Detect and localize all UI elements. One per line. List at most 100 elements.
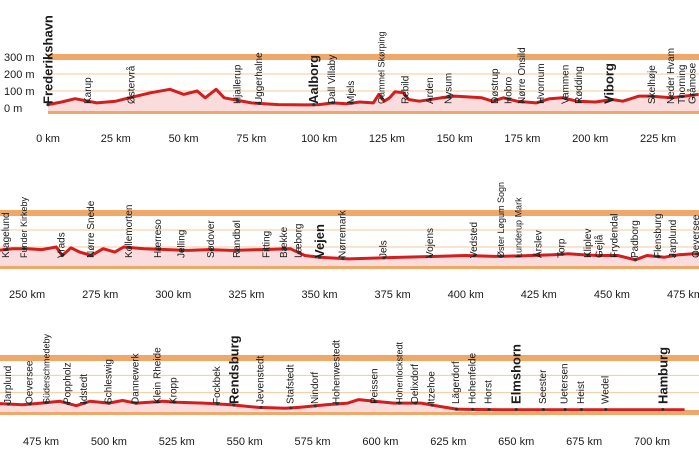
place-marker — [107, 401, 111, 405]
x-tick-label: 625 km — [430, 436, 466, 448]
place-label: Vedsted — [469, 222, 480, 258]
frame-bottom-bar — [0, 264, 699, 269]
place-marker — [259, 405, 263, 410]
x-tick-label: 225 km — [640, 133, 676, 145]
place-marker — [157, 247, 161, 251]
place-label: Nørremark — [337, 209, 348, 258]
place-marker — [430, 403, 434, 407]
place-label: Torp — [557, 238, 568, 258]
place-label: Hobro — [503, 76, 514, 104]
place-marker — [312, 103, 316, 107]
place-label: Rødding — [574, 66, 585, 104]
place-marker — [397, 401, 402, 405]
place-marker — [414, 401, 418, 405]
place-marker — [6, 402, 11, 406]
x-tick-label: 325 km — [228, 289, 264, 301]
place-label: Karup — [83, 77, 94, 104]
x-tick-label: 675 km — [566, 436, 602, 448]
x-tick-label: 0 km — [36, 133, 60, 145]
place-marker — [613, 253, 617, 258]
place-marker — [379, 96, 384, 100]
place-label: Schleswig — [103, 359, 114, 404]
place-marker — [87, 99, 91, 103]
x-tick-label: 375 km — [375, 289, 411, 301]
place-marker — [404, 94, 408, 98]
place-label: Oelixdorf — [410, 364, 421, 404]
place-marker — [577, 99, 581, 103]
place-label: Neder Hvam — [666, 48, 677, 104]
place-marker — [429, 254, 433, 259]
place-label: Vejen — [312, 224, 327, 258]
place-marker — [598, 253, 602, 258]
place-marker — [317, 255, 322, 259]
place-label: Nørre Snede — [86, 200, 97, 258]
place-marker — [60, 253, 64, 258]
place-label: Døstrup — [490, 68, 501, 104]
place-marker — [487, 407, 491, 412]
place-label: Jelling — [177, 230, 188, 258]
place-label: Fitting — [261, 231, 272, 258]
place-marker — [134, 401, 138, 405]
place-label: Hamburg — [655, 347, 670, 404]
place-label: Uggerhalne — [254, 52, 265, 104]
place-marker — [680, 94, 685, 99]
place-marker — [232, 403, 236, 407]
place-label: Viborg — [602, 63, 617, 104]
x-tick-label: 550 km — [227, 436, 263, 448]
place-label: Poppholz — [63, 362, 74, 404]
place-marker — [66, 401, 70, 406]
x-tick-label: 250 km — [9, 289, 45, 301]
place-label: Fockbek — [212, 365, 223, 404]
x-tick-label: 25 km — [101, 133, 131, 145]
place-label: Elmshorn — [509, 344, 524, 404]
place-label: Dannewerk — [131, 352, 142, 404]
place-marker — [507, 97, 511, 101]
x-tick-label: 300 km — [155, 289, 191, 301]
place-label: Lägerdorf — [451, 361, 462, 404]
frame-bottom-bar — [0, 410, 699, 415]
y-tick-label: 0 m — [4, 103, 22, 115]
place-marker — [341, 256, 345, 261]
place-marker — [516, 254, 520, 258]
x-tick-label: 475 km — [667, 289, 699, 301]
place-marker — [661, 408, 665, 412]
frame-bottom-bar — [48, 109, 699, 114]
x-tick-label: 650 km — [498, 436, 534, 448]
place-label: Randbøl — [232, 220, 243, 258]
place-marker — [46, 103, 50, 107]
x-tick-label: 600 km — [362, 436, 398, 448]
place-marker — [236, 98, 240, 102]
x-tick-label: 275 km — [82, 289, 118, 301]
place-marker — [297, 251, 301, 255]
place-marker — [89, 253, 94, 258]
place-label: Itzehoe — [427, 371, 438, 404]
place-label: Jels — [378, 240, 389, 258]
place-label: Funder Kirkeby — [19, 196, 29, 258]
x-tick-label: 50 km — [169, 133, 199, 145]
place-marker — [560, 252, 564, 256]
place-label: Hærreso — [153, 219, 164, 258]
y-tick-label: 300 m — [4, 52, 35, 64]
place-label: Frydendal — [609, 214, 620, 258]
place-label: Gråmose — [687, 62, 699, 104]
place-marker — [454, 407, 459, 411]
place-marker — [331, 101, 335, 105]
place-marker — [537, 253, 541, 257]
place-label: Jevenstedt — [256, 355, 267, 404]
place-label: Gejlå — [594, 234, 606, 258]
place-label: Arden — [425, 77, 436, 104]
place-label: Hjallerup — [232, 64, 243, 104]
place-label: Padborg — [630, 220, 641, 258]
place-label: Dall Villaby — [327, 55, 338, 104]
x-tick-label: 125 km — [369, 133, 405, 145]
place-marker — [156, 400, 160, 404]
place-label: Bække — [279, 226, 290, 258]
place-marker — [28, 402, 32, 406]
place-label: Stafstedt — [285, 364, 296, 404]
frame-top-bar — [0, 210, 699, 216]
place-marker — [282, 247, 287, 251]
place-marker — [493, 98, 497, 102]
place-marker — [604, 408, 608, 412]
place-marker — [579, 408, 583, 412]
place-marker — [313, 404, 317, 408]
